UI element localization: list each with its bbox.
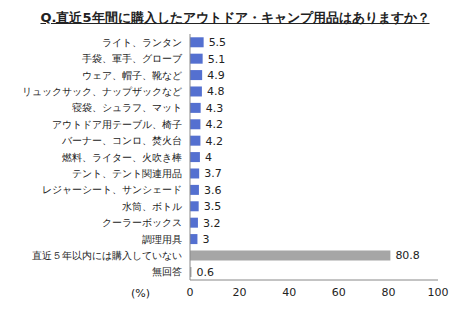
svg-text:無回答: 無回答	[152, 266, 182, 277]
svg-text:3: 3	[202, 233, 209, 246]
svg-text:4.9: 4.9	[207, 69, 225, 82]
svg-text:40: 40	[282, 286, 296, 299]
svg-text:4.3: 4.3	[206, 102, 224, 115]
svg-text:レジャーシート、サンシェード: レジャーシート、サンシェード	[42, 184, 182, 195]
svg-text:4.2: 4.2	[205, 135, 223, 148]
svg-text:ウェア、帽子、靴など: ウェア、帽子、靴など	[82, 70, 182, 81]
svg-text:4: 4	[205, 151, 212, 164]
svg-text:4.2: 4.2	[205, 118, 223, 131]
svg-text:(%): (%)	[131, 287, 150, 300]
svg-text:テント、テント関連用品: テント、テント関連用品	[72, 168, 182, 179]
svg-text:燃料、ライター、火吹き棒: 燃料、ライター、火吹き棒	[62, 152, 182, 163]
svg-text:5.5: 5.5	[209, 36, 227, 49]
svg-text:60: 60	[332, 286, 346, 299]
svg-text:3.7: 3.7	[204, 167, 222, 180]
svg-text:4.8: 4.8	[207, 85, 225, 98]
svg-text:3.5: 3.5	[204, 200, 222, 213]
svg-text:寝袋、シュラフ、マット: 寝袋、シュラフ、マット	[72, 102, 182, 113]
svg-text:直近５年以内には購入していない: 直近５年以内には購入していない	[32, 250, 182, 261]
svg-text:3.6: 3.6	[204, 184, 222, 197]
svg-text:80: 80	[381, 286, 395, 299]
svg-text:0.6: 0.6	[196, 266, 214, 279]
svg-text:ライト、ランタン: ライト、ランタン	[102, 37, 182, 48]
svg-text:水筒、ボトル: 水筒、ボトル	[122, 201, 182, 212]
svg-text:調理用具: 調理用具	[142, 234, 182, 245]
svg-text:バーナー、コンロ、焚火台: バーナー、コンロ、焚火台	[61, 135, 182, 146]
svg-text:3.2: 3.2	[203, 217, 221, 230]
svg-text:5.1: 5.1	[208, 53, 226, 66]
svg-text:手袋、軍手、グローブ: 手袋、軍手、グローブ	[82, 53, 183, 64]
svg-text:クーラーボックス: クーラーボックス	[102, 217, 182, 228]
svg-text:リュックサック、ナップザックなど: リュックサック、ナップザックなど	[22, 86, 182, 97]
svg-text:100: 100	[428, 286, 449, 299]
svg-text:20: 20	[233, 286, 247, 299]
html-text:Q.直近5年間に購入したアウトドア・キャンプ用品はありますか: Q.直近5年間に購入したアウトドア・キャンプ用品はありますか？	[40, 10, 430, 25]
svg-text:80.8: 80.8	[395, 249, 420, 262]
svg-text:0: 0	[187, 286, 194, 299]
svg-text:アウトドア用テーブル、椅子: アウトドア用テーブル、椅子	[52, 119, 182, 130]
